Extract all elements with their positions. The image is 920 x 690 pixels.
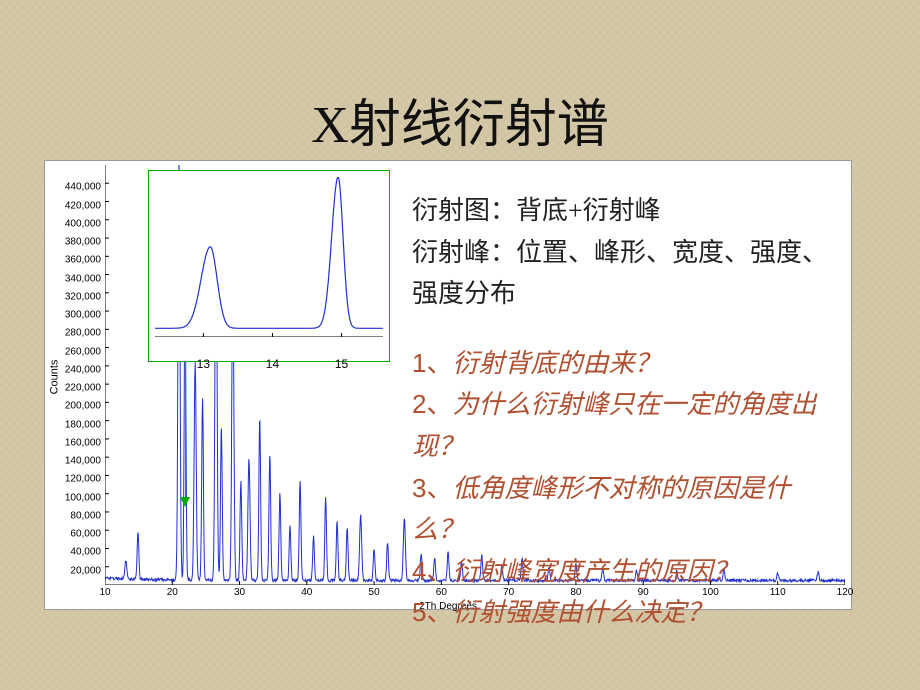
inset-chart: 131415 [148, 170, 390, 362]
desc-line-2: 衍射峰：位置、峰形、宽度、强度、强度分布 [412, 232, 842, 315]
question-3: 3、低角度峰形不对称的原因是什么？ [412, 468, 842, 551]
text-content: 衍射图：背底+衍射峰 衍射峰：位置、峰形、宽度、强度、强度分布 1、衍射背底的由… [412, 190, 842, 634]
question-2: 2、为什么衍射峰只在一定的角度出现？ [412, 384, 842, 467]
y-axis-ticks: 20,00040,00060,00080,000100,000120,00014… [49, 165, 101, 585]
inset-plot-svg [155, 177, 383, 337]
question-4: 4、衍射峰宽度产生的原因？ [412, 551, 842, 593]
desc-line-1: 衍射图：背底+衍射峰 [412, 190, 842, 232]
question-5: 5、衍射强度由什么决定？ [412, 592, 842, 634]
question-1: 1、衍射背底的由来？ [412, 343, 842, 385]
page-title: X射线衍射谱 [0, 0, 920, 157]
